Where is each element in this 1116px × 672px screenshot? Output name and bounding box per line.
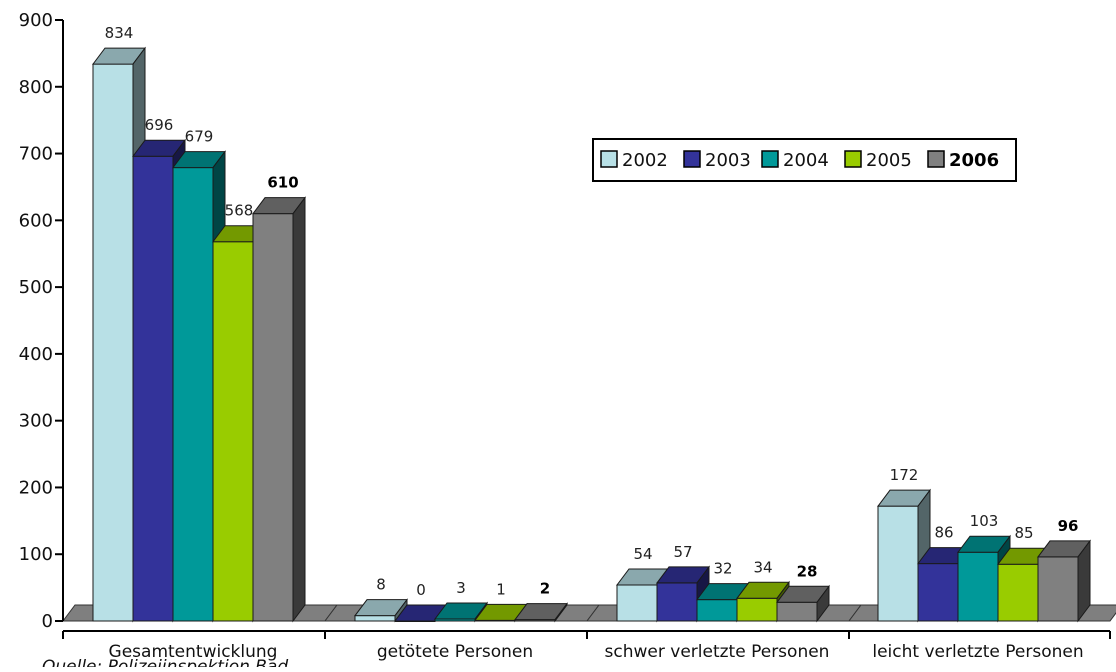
bar-front (132, 155, 174, 622)
bar-front (354, 615, 396, 622)
source-note: Quelle: Polizeiinspektion Bad (42, 657, 288, 667)
bar-front (656, 582, 698, 622)
bar-side (1077, 539, 1091, 623)
y-tick-label: 800 (19, 77, 53, 98)
y-tick-label: 0 (42, 611, 53, 632)
y-tick-label: 100 (19, 544, 53, 565)
data-label: 610 (267, 174, 298, 192)
data-label: 3 (456, 579, 466, 597)
bar (776, 584, 830, 623)
x-category-label: schwer verletzte Personen (605, 642, 830, 662)
bar-front (997, 563, 1039, 622)
data-label: 57 (673, 543, 692, 561)
y-tick-label: 500 (19, 277, 53, 298)
bar (514, 602, 568, 623)
legend-swatch (927, 150, 945, 168)
legend-label: 2003 (705, 150, 751, 171)
bar-side (292, 196, 306, 623)
y-tick-label: 900 (19, 10, 53, 31)
y-tick-label: 300 (19, 411, 53, 432)
data-label: 0 (416, 581, 426, 599)
x-category-label: leicht verletzte Personen (872, 642, 1083, 662)
legend-label: 2005 (866, 150, 912, 171)
bar-front (1037, 556, 1079, 622)
data-label: 2 (540, 580, 550, 598)
bar-front (917, 563, 959, 622)
data-label: 96 (1058, 517, 1079, 535)
data-label: 8 (376, 576, 386, 594)
y-tick-label: 400 (19, 344, 53, 365)
y-tick-label: 200 (19, 477, 53, 498)
bar-front (736, 597, 778, 622)
bar (394, 604, 448, 622)
data-label: 568 (225, 202, 254, 220)
data-label: 103 (970, 512, 999, 530)
bar-side (554, 602, 568, 623)
bar-side (816, 584, 830, 623)
data-label: 85 (1014, 524, 1033, 542)
data-label: 679 (185, 128, 214, 146)
bar (354, 598, 408, 623)
legend-swatch (600, 150, 618, 168)
legend: 2002 2003 2004 2005 2006 (592, 138, 1017, 182)
legend-label: 2002 (622, 150, 668, 171)
legend-swatch (683, 150, 701, 168)
bar-front (172, 167, 214, 622)
data-label: 54 (633, 545, 652, 563)
data-label: 172 (890, 466, 919, 484)
legend-box (592, 138, 1017, 182)
bar-front (212, 241, 254, 622)
legend-label: 2006 (949, 150, 999, 171)
x-category-label: Gesamtentwicklung (109, 642, 278, 662)
x-category-label: getötete Personen (377, 642, 533, 662)
bar (1037, 539, 1091, 623)
bar-front (957, 551, 999, 622)
data-label: 34 (753, 558, 772, 576)
data-label: 834 (105, 24, 134, 42)
legend-swatch (761, 150, 779, 168)
y-tick-label: 700 (19, 144, 53, 165)
bar-front (252, 213, 294, 622)
legend-swatch (844, 150, 862, 168)
data-label: 86 (934, 524, 953, 542)
bar (252, 196, 306, 623)
y-tick-label: 600 (19, 210, 53, 231)
bar-front (92, 63, 134, 622)
bar-front (616, 584, 658, 622)
data-label: 32 (713, 560, 732, 578)
bar-front (696, 599, 738, 622)
data-label: 696 (145, 116, 174, 134)
data-label: 28 (797, 562, 818, 580)
data-label: 1 (496, 580, 506, 598)
bar-front (877, 505, 919, 622)
legend-label: 2004 (783, 150, 829, 171)
bar-front (776, 601, 818, 622)
